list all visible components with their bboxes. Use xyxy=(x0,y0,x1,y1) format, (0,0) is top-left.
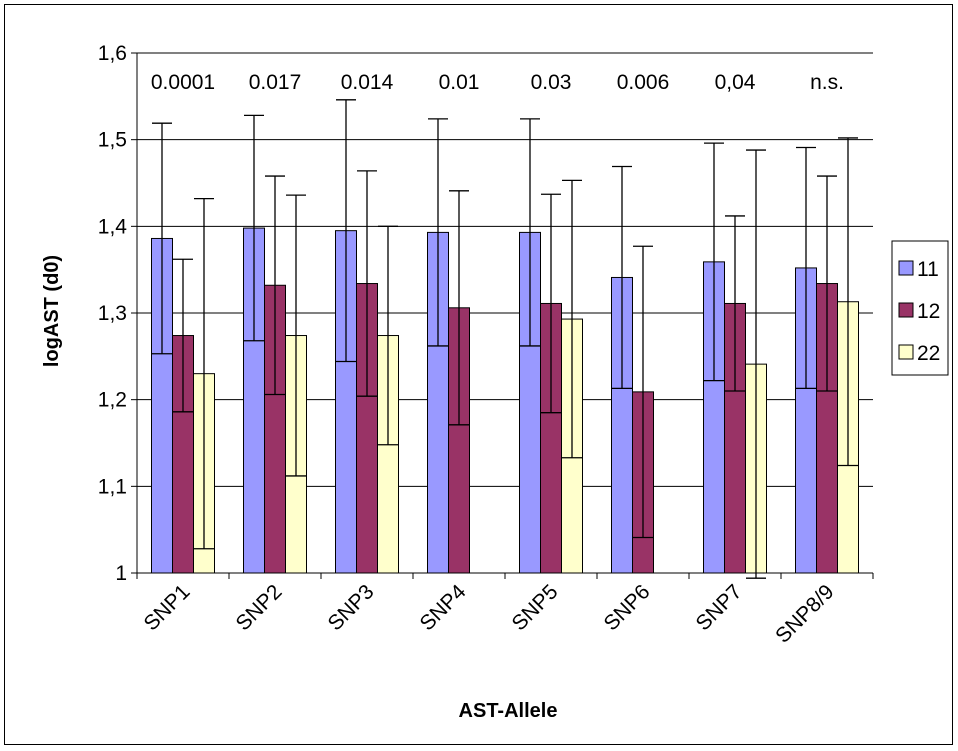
y-tick-label: 1,5 xyxy=(98,129,127,152)
p-value-label: 0.0001 xyxy=(151,71,215,94)
x-tick-label: SNP7 xyxy=(691,580,746,635)
y-tick-label: 1,2 xyxy=(98,389,127,412)
y-axis-title: logAST (d0) xyxy=(41,255,63,367)
p-value-label: 0.03 xyxy=(531,71,572,94)
p-value-label: 0,04 xyxy=(715,71,756,94)
y-tick-label: 1,1 xyxy=(98,475,127,498)
x-tick-label: SNP4 xyxy=(415,580,470,635)
legend-swatch xyxy=(898,344,914,360)
x-axis-title: AST-Allele xyxy=(459,700,558,722)
y-tick-label: 1,6 xyxy=(98,42,127,65)
p-value-label: 0.014 xyxy=(341,71,394,94)
legend-label: 22 xyxy=(917,342,940,365)
chart-frame: 1 1,1 1,2 1,3 1,4 1,5 1,6 SNP1 SNP2 SNP3 SNP4 SNP5 S… xyxy=(4,4,953,745)
y-tick-label: 1 xyxy=(115,562,127,585)
y-tick-label: 1,4 xyxy=(98,215,128,238)
x-tick-label: SNP5 xyxy=(507,580,562,635)
annotations: 0.0001 0.017 0.014 0.01 0.03 0.006 0,04 n.s. xyxy=(151,71,844,94)
bar-chart: 1 1,1 1,2 1,3 1,4 1,5 1,6 SNP1 SNP2 SNP3 SNP4 SNP5 S… xyxy=(41,42,949,722)
legend-swatch xyxy=(898,302,914,318)
legend: 11 12 22 xyxy=(891,240,949,376)
error-bars xyxy=(152,99,858,579)
p-value-label: 0.017 xyxy=(249,71,302,94)
legend-swatch xyxy=(898,260,914,276)
x-tick-label: SNP1 xyxy=(139,580,194,635)
y-tick-label: 1,3 xyxy=(98,302,127,325)
p-value-label: 0.006 xyxy=(617,71,670,94)
p-value-label: 0.01 xyxy=(439,71,480,94)
x-tick-label: SNP2 xyxy=(231,580,286,635)
x-tick-label: SNP8/9 xyxy=(771,580,838,647)
x-tick-label: SNP6 xyxy=(599,580,654,635)
p-value-label: n.s. xyxy=(810,71,844,94)
legend-label: 12 xyxy=(917,300,940,323)
x-tick-label: SNP3 xyxy=(323,580,378,635)
bars xyxy=(151,227,859,574)
legend-label: 11 xyxy=(917,258,939,281)
